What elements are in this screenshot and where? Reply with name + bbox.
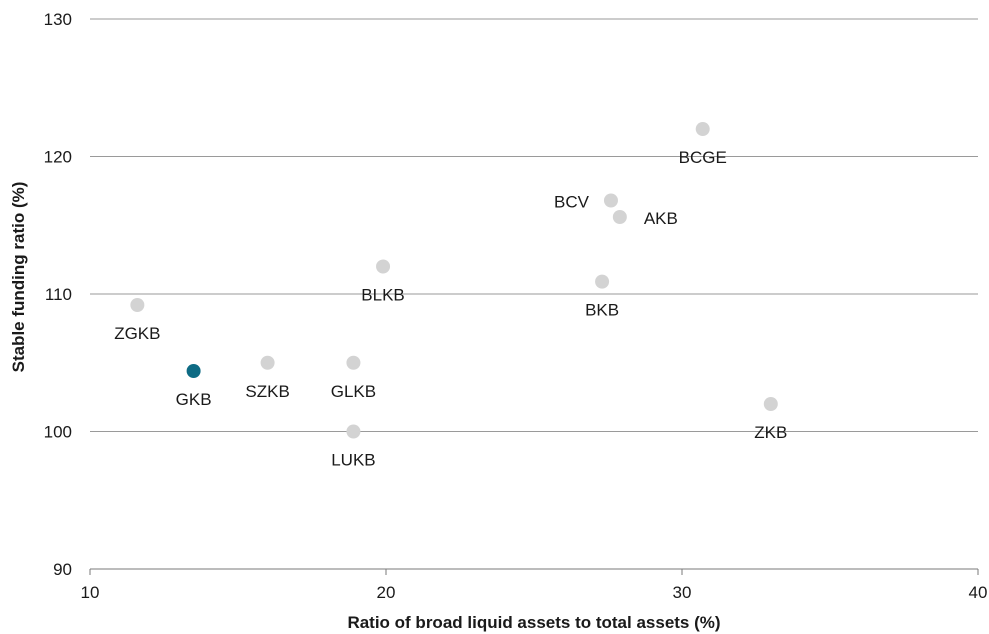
point-label-gkb: GKB <box>176 390 212 409</box>
y-tick-label: 120 <box>44 148 72 167</box>
data-point-zgkb <box>130 298 145 312</box>
point-label-szkb: SZKB <box>245 382 289 401</box>
data-point-gkb <box>186 364 201 378</box>
point-label-blkb: BLKB <box>361 286 404 305</box>
data-points <box>130 122 778 439</box>
data-point-akb <box>612 210 627 224</box>
x-tick-label: 30 <box>673 583 692 602</box>
x-axis-title: Ratio of broad liquid assets to total as… <box>347 613 720 632</box>
data-point-szkb <box>260 355 275 370</box>
data-point-bcge <box>695 122 710 136</box>
data-point-zkb <box>763 397 778 411</box>
point-label-lukb: LUKB <box>331 451 375 470</box>
point-label-glkb: GLKB <box>331 382 376 401</box>
point-label-bcv: BCV <box>554 193 590 212</box>
y-tick-label: 90 <box>53 560 72 579</box>
point-label-zgkb: ZGKB <box>114 324 160 343</box>
data-point-glkb <box>346 355 361 370</box>
data-point-blkb <box>376 259 391 274</box>
point-label-bcge: BCGE <box>679 148 727 167</box>
y-tick-label: 100 <box>44 423 72 442</box>
data-point-lukb <box>346 424 361 439</box>
data-point-bcv <box>603 193 618 208</box>
x-tick-label: 40 <box>969 583 988 602</box>
point-label-zkb: ZKB <box>754 423 787 442</box>
point-label-bkb: BKB <box>585 301 619 320</box>
y-tick-label: 130 <box>44 10 72 29</box>
y-axis-title: Stable funding ratio (%) <box>9 182 28 373</box>
y-tick-label: 110 <box>45 285 72 304</box>
y-axis: 90 100 110 120 130 <box>44 10 72 579</box>
data-point-bkb <box>595 274 610 289</box>
x-tick-label: 10 <box>81 583 100 602</box>
gridlines <box>90 18 978 432</box>
x-axis: 10 20 30 40 <box>81 568 988 602</box>
point-labels: ZGKB GKB SZKB GLKB LUKB BLKB BCV AKB BKB BCGE ZKB <box>114 148 787 470</box>
point-label-akb: AKB <box>644 209 678 228</box>
x-tick-label: 20 <box>377 583 396 602</box>
